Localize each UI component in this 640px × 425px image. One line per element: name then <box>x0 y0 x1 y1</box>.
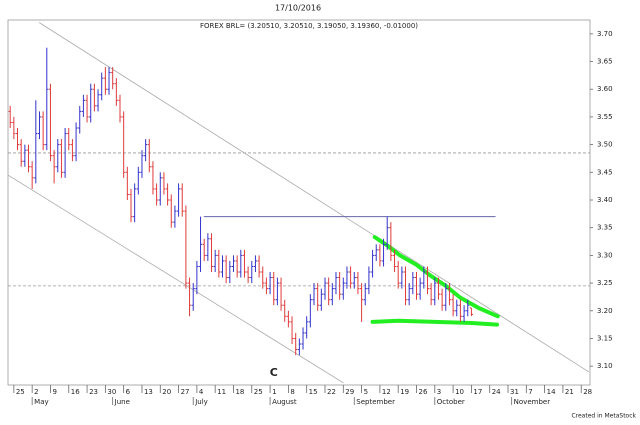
x-tick-label: 5 <box>364 388 368 396</box>
x-tick-label: 19 <box>400 388 409 396</box>
y-tick-label: 3.25 <box>597 279 613 287</box>
x-tick-label: 11 <box>217 388 226 396</box>
chart-subtitle: FOREX BRL= (3.20510, 3.20510, 3.19050, 3… <box>200 22 418 30</box>
y-tick-label: 3.30 <box>597 251 613 259</box>
y-tick-label: 3.10 <box>597 362 613 370</box>
x-tick-label: 9 <box>52 388 56 396</box>
month-label: September <box>356 398 395 406</box>
x-tick-label: 25 <box>254 388 263 396</box>
x-tick-label: 18 <box>235 388 244 396</box>
x-tick-label: 4 <box>199 388 204 396</box>
x-tick-label: 31 <box>510 388 519 396</box>
x-tick-label: 7 <box>528 388 532 396</box>
y-tick-label: 3.65 <box>597 58 613 66</box>
month-label: May <box>34 398 48 406</box>
trend-line <box>370 318 500 327</box>
y-tick-label: 3.20 <box>597 307 613 315</box>
x-tick-label: 25 <box>16 388 25 396</box>
month-label: November <box>514 398 551 406</box>
x-tick-label: 23 <box>89 388 98 396</box>
month-label: August <box>272 398 297 406</box>
y-tick-label: 3.55 <box>597 113 613 121</box>
x-tick-label: 10 <box>455 388 464 396</box>
x-tick-label: 24 <box>492 388 501 396</box>
month-label: June <box>114 398 130 406</box>
footer: Created in MetaStock <box>571 413 636 420</box>
trend-line <box>39 22 589 373</box>
y-tick-label: 3.15 <box>597 334 613 342</box>
x-tick-label: 15 <box>309 388 318 396</box>
x-tick-label: 1 <box>272 388 276 396</box>
x-tick-label: 29 <box>345 388 354 396</box>
y-tick-label: 3.50 <box>597 141 613 149</box>
x-tick-label: 6 <box>126 388 131 396</box>
x-tick-label: 30 <box>107 388 116 396</box>
x-tick-label: 26 <box>418 388 427 396</box>
trend-line <box>372 235 500 319</box>
x-tick-label: 20 <box>162 388 171 396</box>
x-tick-label: 22 <box>327 388 336 396</box>
x-tick-label: 14 <box>547 388 556 396</box>
y-tick-label: 3.45 <box>597 168 613 176</box>
x-tick-label: 16 <box>71 388 80 396</box>
month-label: October <box>437 398 465 406</box>
x-tick-label: 17 <box>473 388 482 396</box>
x-tick-label: 8 <box>290 388 294 396</box>
x-tick-label: 13 <box>144 388 153 396</box>
chart-title: 17/10/2016 <box>275 4 321 13</box>
y-tick-label: 3.35 <box>597 224 613 232</box>
x-tick-label: 3 <box>437 388 441 396</box>
month-label: July <box>194 398 208 406</box>
x-tick-label: 2 <box>34 388 38 396</box>
x-tick-label: 27 <box>181 388 190 396</box>
trend-line <box>7 174 344 384</box>
x-tick-label: 28 <box>583 388 592 396</box>
y-tick-label: 3.70 <box>597 30 613 38</box>
x-tick-label: 21 <box>565 388 574 396</box>
y-tick-label: 3.60 <box>597 85 613 93</box>
plot-frame <box>7 19 591 386</box>
annotation: C <box>270 366 278 379</box>
y-tick-label: 3.40 <box>597 196 613 204</box>
x-tick-label: 12 <box>382 388 391 396</box>
